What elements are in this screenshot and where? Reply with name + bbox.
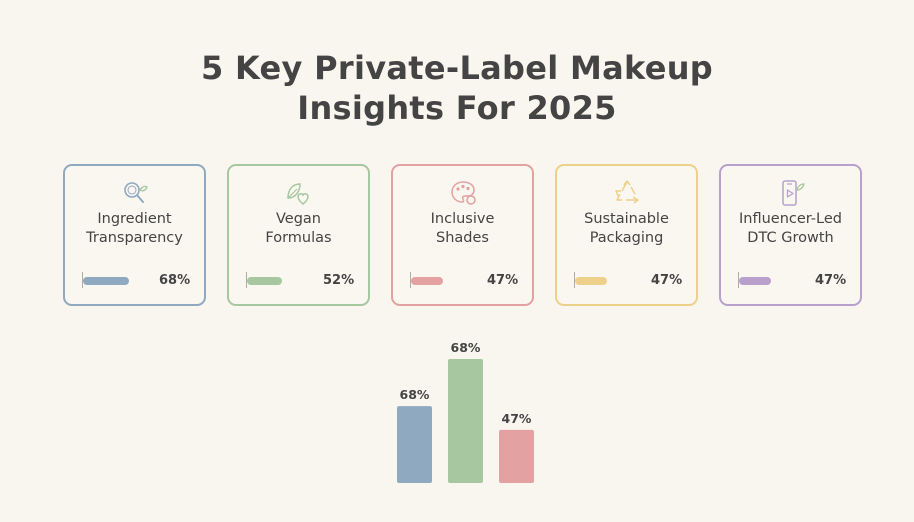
phone-video-icon: [781, 180, 805, 206]
card-label: Ingredient Transparency: [86, 211, 183, 246]
leaf-heart-icon: [286, 183, 309, 205]
progress-fill: [575, 277, 607, 285]
title-line-1: 5 Key Private-Label Makeup: [200, 49, 714, 87]
progress-track: [575, 277, 643, 285]
progress-track: [411, 277, 479, 285]
magnifier-leaf-icon: [123, 182, 148, 203]
progress-track: [83, 277, 151, 285]
chart-data-label: 47%: [502, 411, 532, 426]
insight-card-ingredient-transparency: Ingredient Transparency 68%: [63, 164, 206, 306]
progress-track: [739, 277, 807, 285]
progress-track: [247, 277, 315, 285]
card-label: Sustainable Packaging: [584, 211, 669, 246]
bar-tick: [738, 272, 739, 288]
chart-bar: [397, 406, 432, 483]
chart-bar: [499, 429, 534, 483]
card-label: Vegan Formulas: [265, 211, 332, 246]
insight-card-inclusive-shades: Inclusive Shades 47%: [391, 164, 534, 306]
chart-data-label: 68%: [400, 387, 430, 402]
chart-bar: [448, 359, 483, 483]
card-value: 47%: [651, 273, 683, 288]
insight-cards: Ingredient Transparency 68% Vegan Formul…: [63, 164, 862, 306]
bar-tick: [246, 272, 247, 288]
insight-card-vegan-formulas: Vegan Formulas 52%: [227, 164, 370, 306]
card-value: 52%: [323, 273, 355, 288]
insight-card-sustainable-packaging: Sustainable Packaging 47%: [555, 164, 698, 306]
recycle-icon: [614, 180, 639, 204]
progress-fill: [247, 277, 283, 285]
progress-fill: [83, 277, 130, 285]
insight-card-influencer-led-dtc-growth: Influencer-Led DTC Growth 47%: [719, 164, 862, 306]
progress-fill: [411, 277, 443, 285]
card-label: Influencer-Led DTC Growth: [738, 211, 842, 246]
bar-tick: [82, 272, 83, 288]
title-line-2: Insights For 2025: [297, 89, 617, 127]
progress-fill: [739, 277, 771, 285]
card-value: 47%: [487, 273, 519, 288]
page-title: 5 Key Private-Label Makeup Insights For …: [0, 48, 914, 128]
bar-tick: [574, 272, 575, 288]
bar-chart: 68% 68% 47%: [397, 340, 534, 483]
palette-icon: [450, 181, 476, 205]
card-value: 47%: [815, 273, 847, 288]
card-value: 68%: [159, 273, 191, 288]
bar-tick: [410, 272, 411, 288]
chart-data-label: 68%: [451, 340, 481, 355]
card-label: Inclusive Shades: [430, 211, 495, 246]
